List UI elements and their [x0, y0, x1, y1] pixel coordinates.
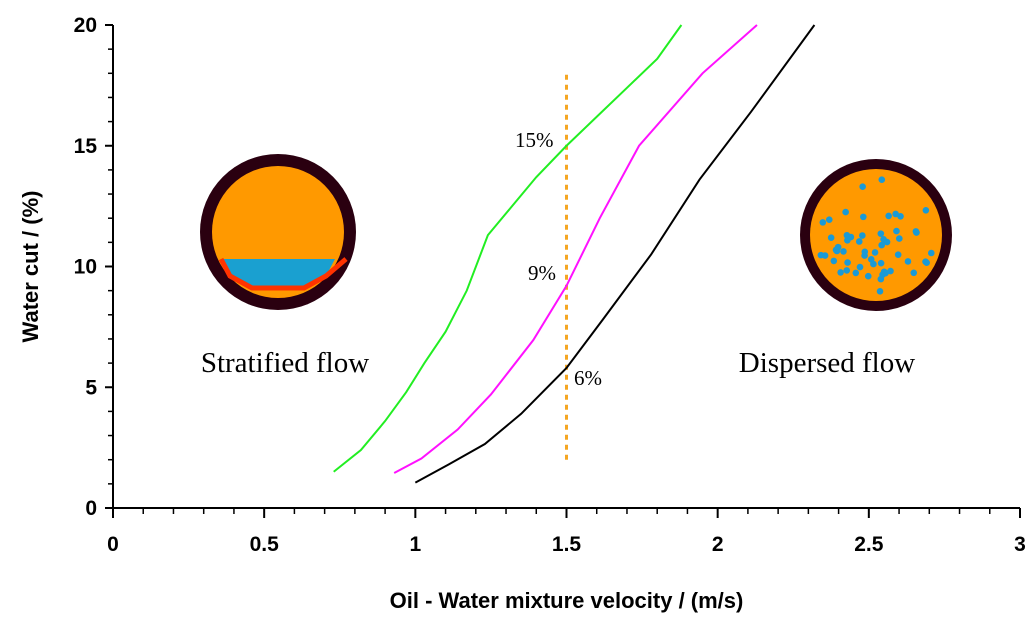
- droplet: [819, 219, 827, 226]
- annotation: Dispersed flow: [739, 347, 915, 379]
- droplet: [923, 259, 930, 267]
- droplet: [844, 259, 851, 266]
- droplet: [837, 269, 844, 276]
- x-tick-label: 2: [712, 533, 724, 556]
- droplet: [855, 238, 863, 245]
- x-axis-title: Oil - Water mixture velocity / (m/s): [390, 588, 744, 613]
- droplet: [842, 208, 849, 216]
- droplet: [827, 234, 835, 242]
- droplet: [821, 252, 829, 259]
- annotation: 15%: [515, 128, 554, 152]
- droplet: [885, 212, 892, 220]
- series-line: [414, 24, 816, 484]
- x-tick-label: 2.5: [854, 533, 884, 556]
- droplet: [910, 269, 918, 277]
- droplet: [878, 241, 885, 249]
- droplet: [864, 272, 872, 280]
- droplet: [844, 237, 851, 244]
- droplet: [880, 235, 887, 243]
- droplet: [859, 232, 866, 239]
- droplet: [878, 176, 886, 184]
- droplet: [892, 210, 899, 218]
- droplet: [913, 229, 920, 236]
- y-tick-label: 20: [74, 14, 97, 37]
- droplet: [887, 267, 894, 275]
- droplet: [927, 249, 935, 257]
- droplet: [861, 252, 868, 259]
- dispersed-pipe-icon: [800, 159, 952, 311]
- droplet: [825, 216, 833, 224]
- series-line: [333, 24, 683, 473]
- droplet: [870, 260, 877, 268]
- droplet: [894, 251, 902, 258]
- x-tick-label: 0: [107, 533, 119, 556]
- y-tick-label: 15: [74, 135, 98, 158]
- droplet: [830, 257, 838, 265]
- droplet: [896, 235, 903, 242]
- y-tick-label: 10: [74, 256, 97, 279]
- droplet: [876, 287, 884, 295]
- droplet: [893, 227, 900, 235]
- droplet: [852, 269, 860, 277]
- x-tick-label: 0.5: [250, 533, 280, 556]
- droplet: [922, 207, 930, 214]
- annotation: 6%: [574, 366, 602, 390]
- droplet: [834, 243, 842, 251]
- droplet: [877, 259, 885, 267]
- droplet: [840, 248, 847, 255]
- droplet: [856, 263, 864, 271]
- droplet: [877, 230, 885, 237]
- droplet: [859, 183, 866, 190]
- droplet: [904, 258, 912, 265]
- stratified-pipe-icon: [200, 154, 356, 310]
- droplet: [860, 213, 867, 221]
- y-tick-label: 5: [85, 376, 97, 399]
- annotation: 9%: [528, 261, 556, 285]
- x-tick-label: 1: [409, 533, 421, 556]
- annotation: Stratified flow: [201, 347, 369, 379]
- y-tick-label: 0: [85, 497, 97, 520]
- droplet: [880, 268, 888, 276]
- droplet: [897, 212, 904, 220]
- droplet: [871, 249, 879, 256]
- x-tick-label: 3: [1014, 533, 1026, 556]
- y-axis-title: Water cut / (%): [18, 191, 43, 343]
- droplet: [843, 267, 851, 274]
- series-line: [393, 24, 758, 474]
- x-tick-label: 1.5: [552, 533, 582, 556]
